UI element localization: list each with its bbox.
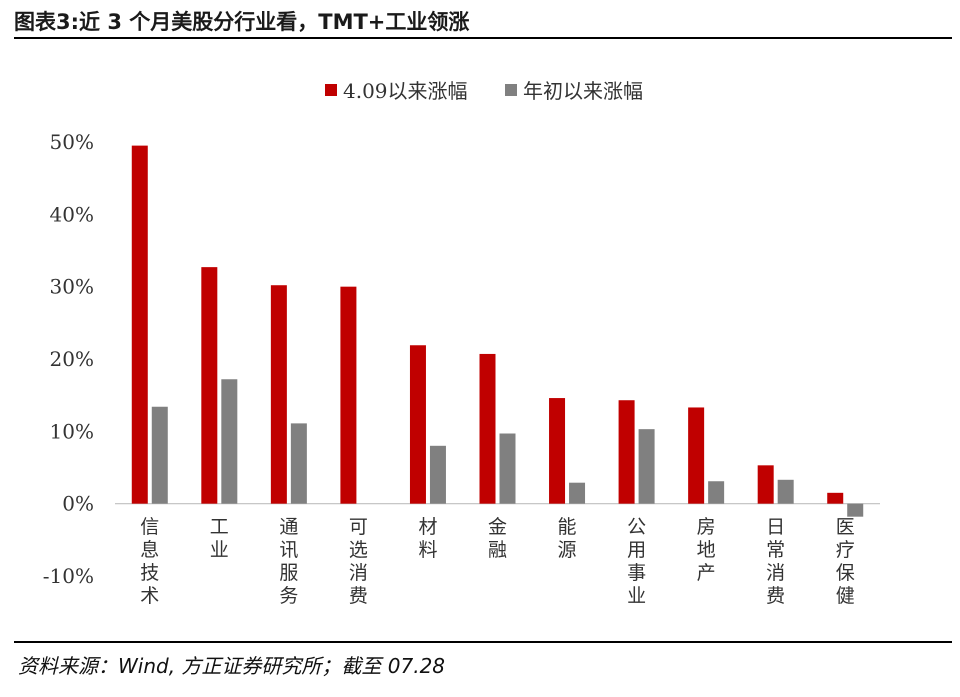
- category-label: 通讯服务: [279, 516, 298, 607]
- legend-label: 年初以来涨幅: [523, 79, 643, 103]
- bar-since-0409: [757, 465, 774, 504]
- category-label: 工业: [210, 516, 229, 561]
- y-tick-label: 10%: [50, 419, 94, 443]
- bar-ytd: [221, 379, 238, 504]
- y-tick-label: 40%: [50, 202, 94, 226]
- bar-since-0409: [201, 267, 218, 504]
- bar-since-0409: [340, 286, 357, 504]
- bar-since-0409: [618, 400, 635, 504]
- category-label: 日常消费: [766, 516, 785, 607]
- legend-label: 4.09以来涨幅: [343, 79, 468, 103]
- category-label: 金融: [488, 516, 507, 561]
- bar-ytd: [777, 479, 794, 504]
- bar-ytd: [429, 445, 446, 504]
- figure-title: 图表3:近 3 个月美股分行业看，TMT+工业领涨: [14, 10, 470, 34]
- y-tick-label: 50%: [50, 130, 94, 154]
- legend: 4.09以来涨幅 年初以来涨幅: [325, 79, 643, 103]
- bar-since-0409: [549, 398, 566, 504]
- category-label: 材料: [418, 516, 437, 561]
- category-label: 信息技术: [140, 516, 159, 607]
- source-note: 资料来源：Wind, 方正证券研究所；截至 07.28: [18, 654, 446, 678]
- y-tick-label: -10%: [43, 564, 94, 588]
- bar-ytd: [499, 433, 516, 504]
- bar-ytd: [290, 423, 307, 504]
- legend-swatch: [505, 84, 517, 96]
- source-divider: [14, 641, 952, 643]
- category-label: 可选消费: [349, 516, 368, 607]
- category-label: 房地产: [697, 516, 716, 584]
- bar-since-0409: [131, 145, 148, 504]
- bar-ytd: [638, 429, 655, 504]
- bar-ytd: [708, 481, 725, 504]
- category-label: 医疗保健: [836, 516, 855, 607]
- bar-ytd: [847, 503, 864, 517]
- category-label: 公用事业: [627, 516, 646, 607]
- category-label: 能源: [558, 516, 577, 561]
- bar-since-0409: [270, 285, 287, 504]
- bars: [131, 145, 864, 517]
- bar-since-0409: [479, 353, 496, 504]
- y-tick-label: 30%: [50, 275, 94, 299]
- bar-since-0409: [409, 345, 426, 504]
- legend-swatch: [325, 84, 337, 96]
- bar-chart: 4.09以来涨幅 年初以来涨幅 -10% 0% 10% 20% 30% 40% 50% 信息技…: [43, 79, 880, 607]
- y-tick-label: 0%: [62, 492, 94, 516]
- x-axis: 信息技术 工业 通讯服务 可选消费 材料 金融 能源 公用事业 房地产 日常消费 医疗保健: [140, 516, 854, 607]
- y-tick-label: 20%: [50, 347, 94, 371]
- bar-since-0409: [688, 407, 705, 504]
- title-divider: [14, 37, 952, 39]
- y-axis: -10% 0% 10% 20% 30% 40% 50%: [43, 130, 94, 588]
- bar-since-0409: [827, 492, 844, 504]
- bar-ytd: [151, 406, 168, 504]
- bar-ytd: [569, 482, 586, 504]
